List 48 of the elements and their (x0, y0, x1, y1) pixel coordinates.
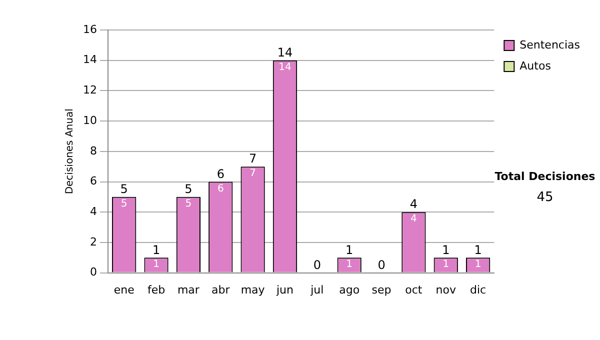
y-tick-label: 10 (82, 114, 97, 127)
data-label: 7 (250, 168, 256, 180)
x-tick-label: mar (177, 283, 200, 296)
total-label: 1 (152, 242, 160, 257)
y-tick-label: 4 (90, 204, 97, 218)
x-tick-label: jul (310, 283, 324, 296)
total-label: 4 (410, 197, 418, 212)
y-tick-label: 8 (90, 144, 97, 158)
x-tick-label: nov (436, 283, 456, 296)
x-tick-label: dic (470, 283, 486, 296)
text: 45 (536, 190, 554, 205)
data-label: 1 (442, 259, 450, 270)
y-axis-title: Decisiones Anual (64, 108, 76, 194)
data-label: 1 (153, 259, 160, 270)
x-tick-label: abr (212, 283, 230, 296)
x-tick-label: oct (405, 283, 423, 296)
total-label: 1 (442, 242, 450, 257)
total-label: 5 (120, 182, 128, 196)
text: Total Decisiones (494, 170, 596, 183)
data-label: 6 (217, 183, 224, 194)
x-tick-label: sep (372, 283, 392, 296)
data-label: 14 (278, 62, 292, 73)
data-label: 1 (474, 259, 482, 270)
data-label: 4 (410, 214, 417, 225)
legend-label: Sentencias (520, 38, 580, 52)
legend-label: Autos (520, 59, 552, 72)
total-label: 0 (313, 258, 321, 272)
x-tick-label: feb (147, 283, 166, 296)
total-label: 6 (216, 166, 224, 181)
total-label: 1 (474, 242, 482, 257)
y-tick-label: 2 (90, 235, 97, 248)
total-label: 1 (346, 242, 354, 257)
x-tick-label: ene (114, 283, 135, 296)
y-tick-label: 6 (90, 174, 97, 188)
x-tick-label: jun (275, 283, 294, 296)
y-tick-label: 14 (82, 53, 97, 66)
data-label: 5 (185, 198, 192, 210)
data-label: 1 (346, 259, 353, 270)
x-tick-label: ago (339, 283, 360, 296)
total-label: 0 (378, 258, 386, 272)
x-tick-label: may (240, 283, 266, 296)
total-label: 14 (277, 45, 293, 60)
y-tick-label: 0 (90, 266, 97, 279)
total-label: 7 (248, 152, 257, 166)
y-tick-label: 12 (82, 84, 97, 97)
total-label: 5 (184, 182, 192, 196)
data-label: 5 (120, 198, 128, 210)
y-tick-label: 16 (82, 22, 97, 36)
